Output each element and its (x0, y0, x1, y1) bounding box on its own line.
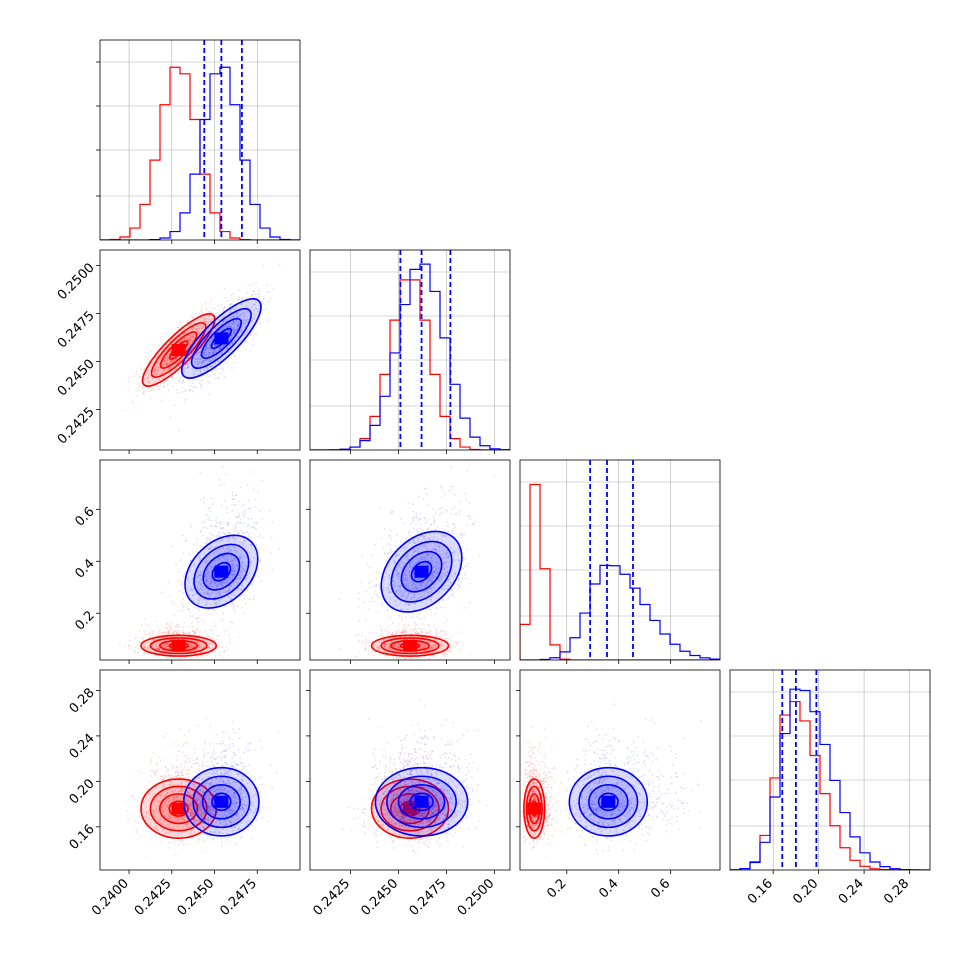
panel-frame (729, 669, 931, 871)
contour-blue (200, 317, 242, 360)
panel-frame (309, 669, 511, 871)
contour-red (370, 634, 450, 657)
panel-frame (99, 39, 301, 241)
y-tick-label: 0.28 (67, 686, 98, 717)
x-tick-label: 0.2450 (359, 876, 402, 919)
contour-blue (380, 530, 463, 613)
histogram-red (520, 483, 720, 660)
contour-blue (597, 792, 619, 812)
x-tick-label: 0.20 (790, 876, 821, 907)
grid (350, 250, 495, 450)
panel-frame (309, 249, 511, 451)
density-peak (214, 332, 229, 345)
contour-red (168, 800, 189, 817)
x-tick-label: 0.2425 (310, 876, 353, 919)
panel-frame (519, 459, 721, 661)
scatter-panel (520, 703, 702, 859)
contour-blue (390, 540, 453, 603)
scatter-panel (124, 717, 279, 859)
density-peak (171, 639, 186, 652)
y-tick-label: 0.6 (72, 504, 97, 529)
panel-frame (309, 459, 511, 661)
density-peak (214, 795, 229, 808)
contour-red (141, 313, 216, 387)
contour-blue (400, 550, 443, 593)
contour-blue (202, 552, 241, 591)
density-peak (171, 344, 186, 356)
contour-blue (578, 775, 639, 829)
x-tick-label: 0.2475 (217, 876, 260, 919)
contour-red (149, 637, 208, 655)
x-tick-label: 0.2 (544, 876, 569, 901)
density-peak (214, 565, 229, 578)
density-peak (414, 565, 429, 578)
scatter-panel (341, 699, 488, 854)
contour-red (380, 637, 440, 655)
y-tick-label: 0.2500 (55, 260, 98, 303)
panel-frame (99, 459, 301, 661)
histogram-blue (310, 263, 510, 450)
scatter-points-blue (338, 466, 496, 638)
contour-blue (211, 792, 232, 812)
y-tick-label: 0.2450 (55, 357, 98, 400)
panel-frame (99, 249, 301, 451)
density-peak (403, 639, 417, 652)
histogram-blue (100, 66, 300, 240)
grid (128, 40, 258, 240)
scatter-panel (338, 466, 496, 660)
contour-blue (180, 298, 262, 379)
contour-red (149, 785, 208, 832)
scatter-panel (122, 263, 281, 432)
contour-red (523, 778, 546, 839)
grid (772, 670, 910, 870)
contour-blue (409, 792, 434, 812)
density-peak (414, 795, 429, 808)
contour-blue (190, 307, 252, 369)
contour-blue (192, 775, 251, 829)
x-tick-label: 0.2450 (175, 876, 218, 919)
contour-blue (588, 783, 629, 820)
x-tick-label: 0.16 (745, 876, 776, 907)
panel-frame (99, 669, 301, 871)
histogram-blue (730, 688, 930, 870)
y-tick-label: 0.2475 (55, 309, 98, 352)
contour-blue (184, 534, 259, 609)
x-tick-label: 0.2400 (89, 876, 132, 919)
contour-blue (568, 766, 649, 837)
contour-blue (397, 783, 446, 820)
density-peak (403, 802, 417, 815)
x-tick-label: 0.4 (596, 876, 621, 901)
contour-red (140, 634, 218, 657)
density-peak (171, 802, 186, 815)
contour-blue (193, 543, 250, 600)
contour-red (525, 785, 543, 832)
density-peak (527, 802, 542, 815)
x-tick-label: 0.2425 (132, 876, 175, 919)
grid (566, 460, 671, 660)
y-tick-label: 0.24 (67, 731, 98, 762)
contour-blue (182, 766, 260, 837)
x-tick-label: 0.2475 (407, 876, 450, 919)
x-tick-label: 0.6 (648, 876, 673, 901)
x-tick-label: 0.24 (836, 876, 867, 907)
x-tick-label: 0.28 (881, 876, 912, 907)
y-tick-label: 0.20 (67, 776, 98, 807)
y-tick-label: 0.4 (72, 556, 97, 581)
scatter-panel (118, 465, 280, 660)
y-tick-label: 0.16 (67, 822, 98, 853)
contour-blue (386, 775, 457, 829)
contour-red (370, 778, 450, 839)
x-tick-label: 0.2500 (455, 876, 498, 919)
contour-red (159, 793, 199, 825)
histogram-blue (520, 564, 720, 660)
y-tick-label: 0.2425 (55, 405, 98, 448)
contour-blue (374, 766, 469, 837)
contour-blue (201, 783, 241, 820)
panel-frame (519, 669, 721, 871)
density-peak (601, 795, 616, 808)
y-tick-label: 0.2 (72, 608, 97, 633)
histogram-red (310, 279, 510, 450)
